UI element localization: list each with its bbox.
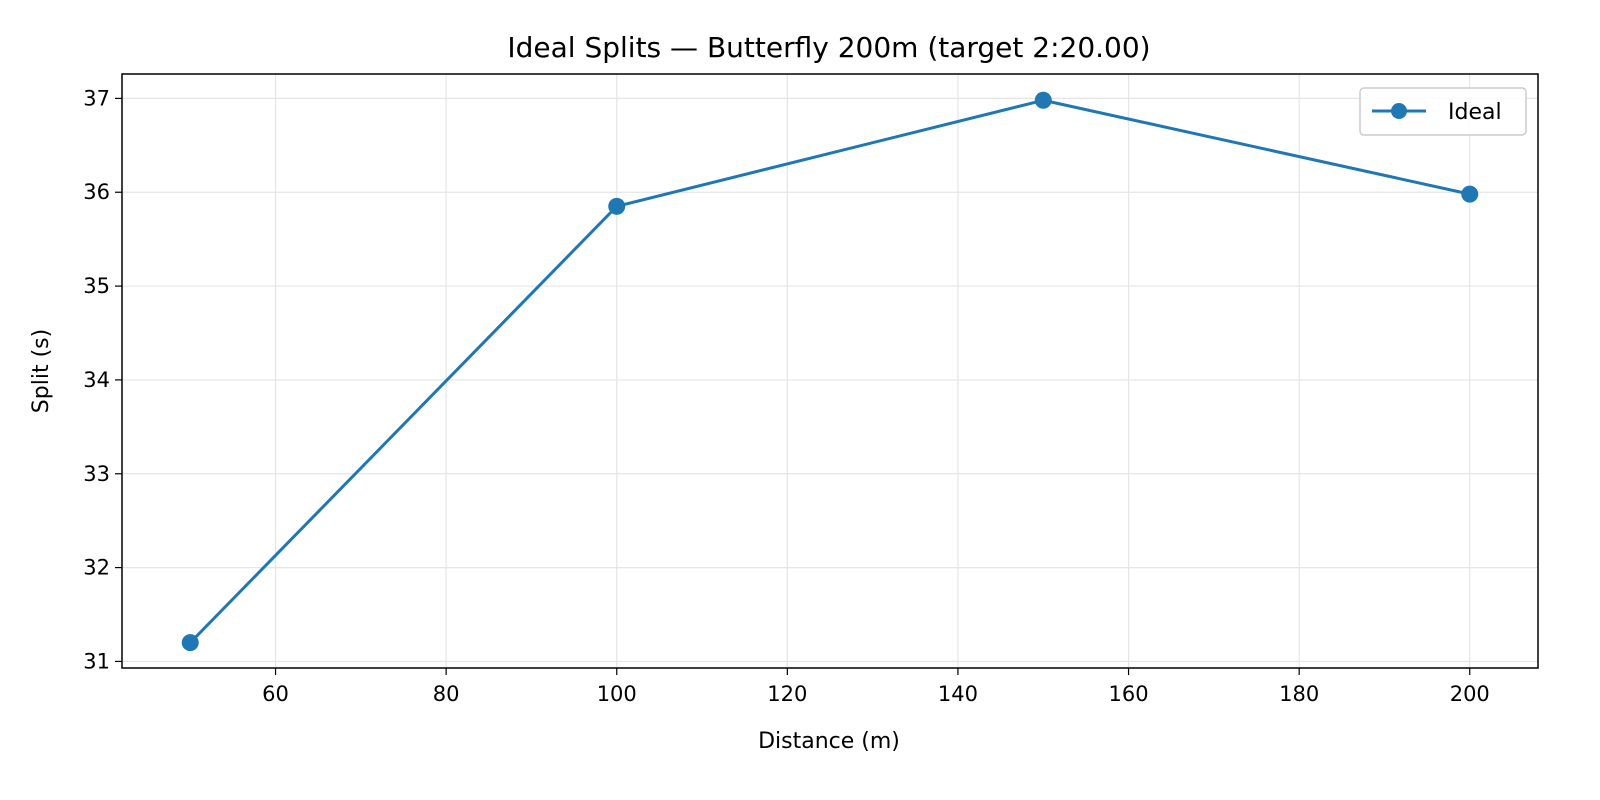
x-axis-label: Distance (m): [758, 729, 900, 754]
chart-title: Ideal Splits — Butterfly 200m (target 2:…: [507, 31, 1150, 64]
legend: Ideal: [1359, 87, 1527, 136]
axis-ticks: 60 80 100 120 140 160 180 200 31 32 33 34 35 36 37: [83, 86, 1490, 706]
x-tick-label: 140: [938, 682, 978, 706]
y-tick-label: 34: [83, 368, 110, 392]
data-point: [181, 634, 199, 652]
x-tick-label: 160: [1109, 682, 1149, 706]
x-tick-label: 60: [262, 682, 289, 706]
data-point: [1461, 185, 1479, 203]
legend-marker-ideal: [1391, 103, 1407, 119]
y-tick-label: 36: [83, 180, 110, 204]
data-point: [1034, 91, 1052, 109]
y-axis-label: Split (s): [29, 329, 54, 413]
y-tick-label: 37: [83, 86, 110, 110]
y-tick-label: 35: [83, 274, 110, 298]
y-tick-label: 31: [83, 649, 110, 673]
x-tick-label: 120: [767, 682, 807, 706]
x-tick-label: 180: [1279, 682, 1319, 706]
y-tick-label: 33: [83, 462, 110, 486]
plot-area-frame: [121, 73, 1539, 669]
x-tick-label: 200: [1450, 682, 1490, 706]
series-line-ideal: [189, 98, 1471, 644]
legend-label-ideal: Ideal: [1448, 100, 1502, 125]
data-point: [608, 197, 626, 215]
grid: [122, 74, 1538, 668]
x-tick-label: 80: [433, 682, 460, 706]
y-tick-label: 32: [83, 556, 110, 580]
x-tick-label: 100: [597, 682, 637, 706]
legend-box: [1359, 87, 1527, 136]
series-layer: [181, 91, 1479, 652]
